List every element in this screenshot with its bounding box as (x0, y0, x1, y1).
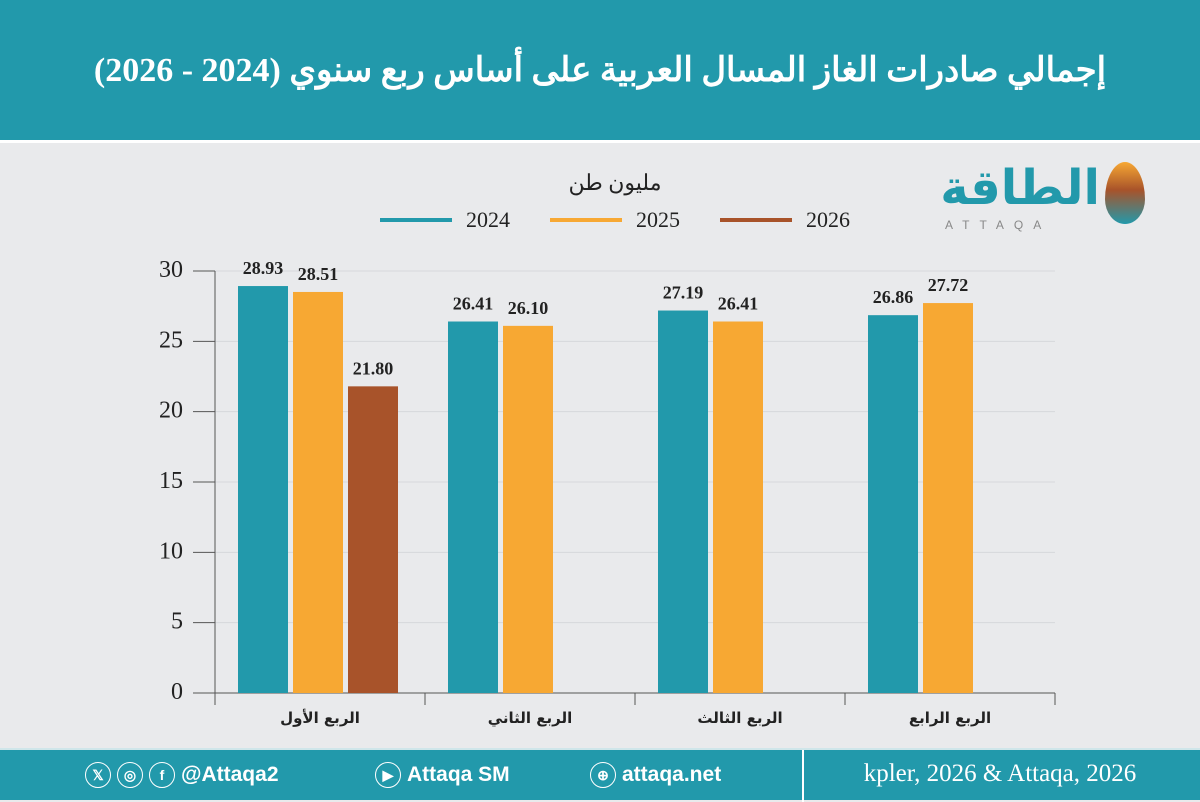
header: إجمالي صادرات الغاز المسال العربية على أ… (0, 0, 1200, 143)
y-tick-label: 0 (171, 679, 183, 705)
x-tick-label: الربع الرابع (909, 709, 991, 727)
x-tick-label: الربع الأول (280, 709, 360, 727)
x-tick-label: الربع الثالث (697, 709, 782, 727)
website-link[interactable]: ⊕ attaqa.net (590, 762, 721, 788)
website-label: attaqa.net (622, 763, 722, 786)
globe-icon: ⊕ (590, 762, 616, 788)
data-label: 21.80 (353, 358, 394, 378)
youtube-link[interactable]: ▶ Attaqa SM (375, 762, 510, 788)
legend-item-2026: 2026 (720, 207, 850, 233)
footer: 𝕏 ◎ f @Attaqa2 ▶ Attaqa SM ⊕ attaqa.net … (0, 748, 1200, 802)
y-tick-label: 30 (159, 257, 183, 283)
legend: 2024 2025 2026 (380, 207, 850, 233)
data-label: 26.41 (453, 293, 494, 313)
data-label: 27.72 (928, 275, 969, 295)
youtube-label: Attaqa SM (407, 763, 510, 786)
data-label: 28.93 (243, 258, 284, 278)
y-tick-label: 15 (159, 468, 183, 494)
bar-2024 (868, 315, 918, 693)
x-tick-label: الربع الثاني (488, 709, 573, 727)
bar-2025 (923, 303, 973, 693)
y-tick-label: 5 (171, 609, 183, 635)
logo-text: الطاقة (940, 160, 1100, 216)
bar-2025 (293, 291, 343, 693)
social-handle[interactable]: @Attaqa2 (181, 763, 279, 786)
data-label: 26.86 (873, 287, 914, 307)
data-label: 26.41 (718, 293, 759, 313)
bar-2024 (238, 286, 288, 693)
drop-icon (1105, 162, 1145, 224)
x-icon[interactable]: 𝕏 (85, 762, 111, 788)
footer-divider (802, 750, 804, 802)
facebook-icon[interactable]: f (149, 762, 175, 788)
source-text: kpler, 2026 & Attaqa, 2026 (863, 760, 1137, 787)
instagram-icon[interactable]: ◎ (117, 762, 143, 788)
bar-2026 (348, 386, 398, 693)
data-label: 28.51 (298, 264, 339, 284)
legend-item-2025: 2025 (550, 207, 680, 233)
logo-sub: ATTAQA (945, 218, 1052, 232)
y-tick-label: 25 (159, 327, 183, 353)
y-tick-label: 10 (159, 538, 183, 564)
bar-chart: 0 5 10 15 20 25 30 الربع الأول 28.93 28.51 21.80 ال… (159, 257, 1056, 727)
social-links: 𝕏 ◎ f @Attaqa2 (85, 762, 279, 788)
legend-item-2024: 2024 (380, 207, 510, 233)
youtube-icon: ▶ (375, 762, 401, 788)
data-label: 27.19 (663, 283, 704, 303)
y-tick-label: 20 (159, 398, 183, 424)
attaqa-logo: الطاقة ATTAQA (935, 160, 1145, 240)
y-unit-label: مليون طن (568, 170, 662, 195)
bar-2025 (713, 321, 763, 693)
bar-2024 (658, 310, 708, 693)
bar-2024 (448, 321, 498, 693)
data-label: 26.10 (508, 298, 549, 318)
chart-title: إجمالي صادرات الغاز المسال العربية على أ… (93, 52, 1107, 89)
bar-2025 (503, 325, 553, 693)
